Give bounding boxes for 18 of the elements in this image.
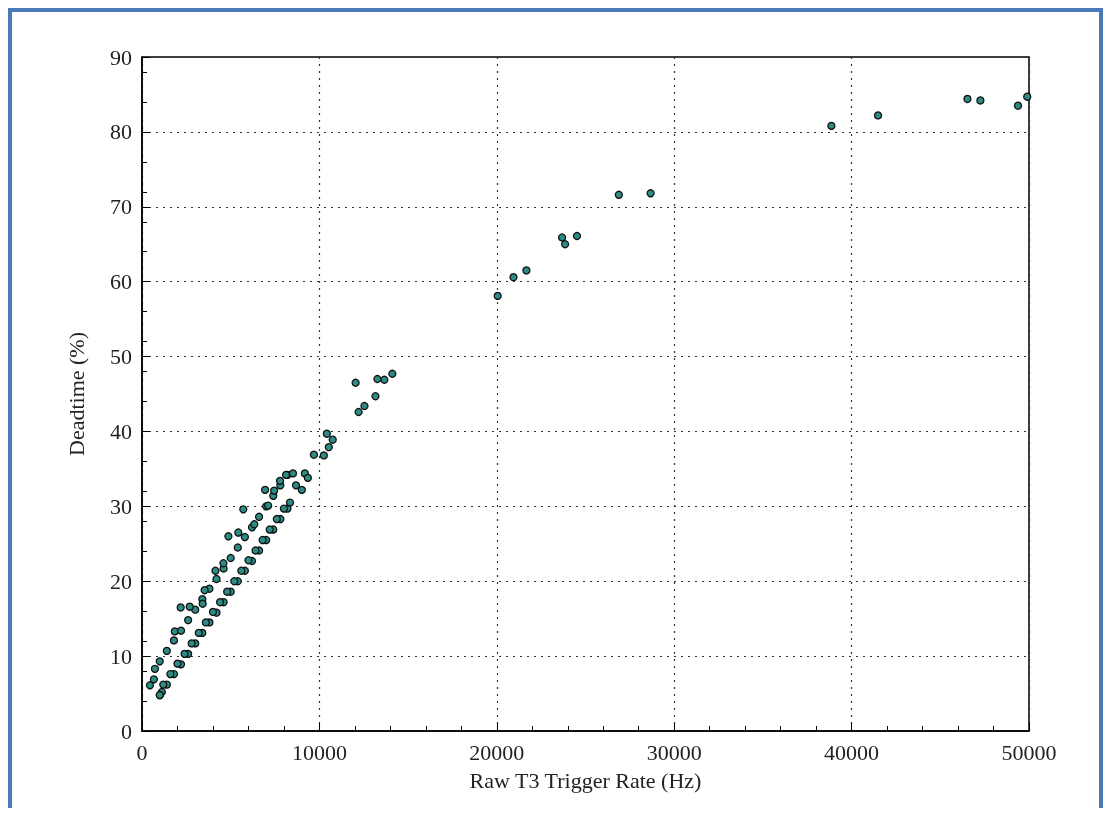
x-tick-label: 40000 <box>824 739 880 765</box>
y-tick-label: 60 <box>110 269 132 295</box>
y-tick-label: 90 <box>110 44 132 70</box>
x-tick-label: 10000 <box>291 739 347 765</box>
y-tick-label: 30 <box>110 493 132 519</box>
y-tick-label: 20 <box>110 568 132 594</box>
y-tick-label: 10 <box>110 643 132 669</box>
x-tick-label: 20000 <box>469 739 525 765</box>
y-tick-label: 50 <box>110 344 132 370</box>
x-tick-label: 30000 <box>646 739 702 765</box>
y-tick-label: 80 <box>110 119 132 145</box>
x-tick-label: 0 <box>136 739 148 765</box>
y-axis-title: Deadtime (%) <box>63 332 89 456</box>
x-axis-title: Raw T3 Trigger Rate (Hz) <box>469 767 702 793</box>
x-tick-label: 50000 <box>1001 739 1057 765</box>
y-tick-label: 40 <box>110 418 132 444</box>
y-tick-label: 0 <box>121 718 132 744</box>
y-tick-label: 70 <box>110 194 132 220</box>
